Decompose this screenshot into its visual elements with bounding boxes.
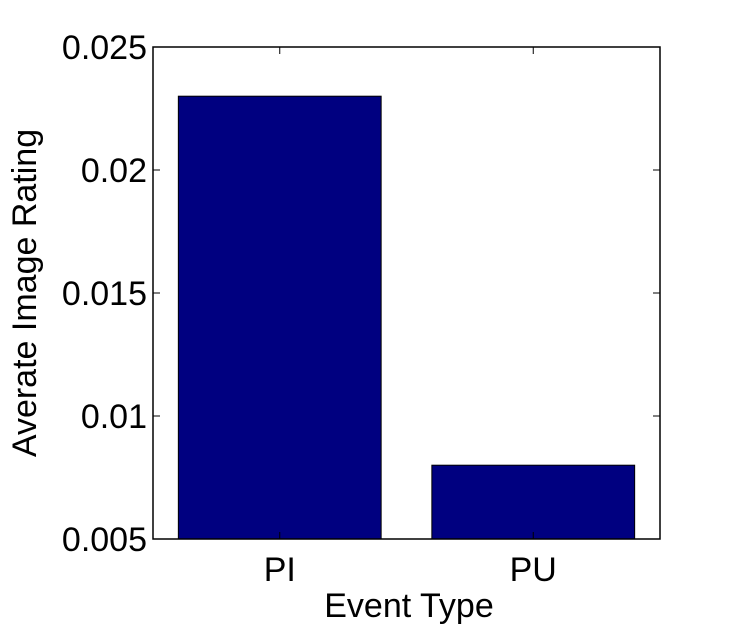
y-tick-label: 0.015 (62, 275, 147, 313)
bar-pi (177, 95, 382, 540)
y-tick-label: 0.005 (62, 521, 147, 559)
x-tick-label: PI (264, 551, 296, 589)
y-tick-label: 0.01 (81, 398, 147, 436)
plot-frame (152, 46, 661, 540)
y-tick-label: 0.025 (62, 29, 147, 67)
ticks-group: PI PU 0.005 0.01 0.015 0.02 0.025 (62, 29, 660, 589)
bars-group (177, 95, 636, 540)
y-axis-title: Averate Image Rating (6, 129, 44, 457)
y-tick-label: 0.02 (81, 152, 147, 190)
x-tick-label: PU (510, 551, 557, 589)
x-axis-title: Event Type (324, 587, 494, 625)
bar-pu (431, 464, 636, 540)
